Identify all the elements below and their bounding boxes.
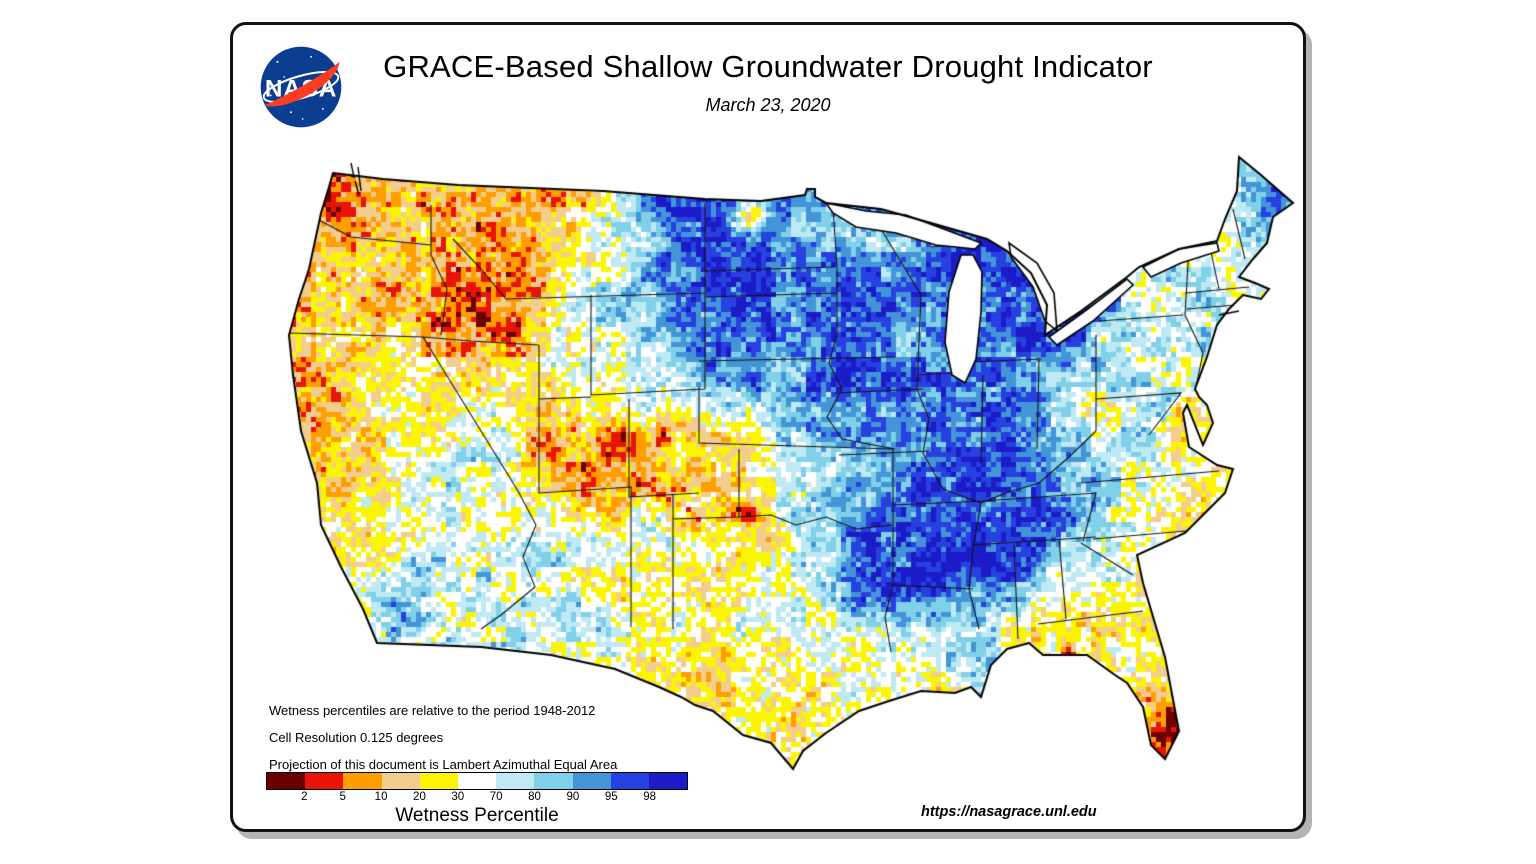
legend-tick-90: 90 [566,791,580,803]
legend-color-3 [381,773,420,789]
legend-color-4 [419,773,458,789]
page-title: GRACE-Based Shallow Groundwater Drought … [383,49,1153,84]
nasa-logo-orbit [262,71,340,103]
us-groundwater-map [281,147,1301,792]
note-resolution: Cell Resolution 0.125 degrees [269,730,444,745]
note-period: Wetness percentiles are relative to the … [269,703,596,718]
wetness-legend: 2 5 10 20 30 70 80 90 95 98 Wetness Percentile [266,772,688,827]
legend-tick-5: 5 [339,791,346,803]
legend-tick-98: 98 [643,791,657,803]
legend-color-9 [610,773,649,789]
nasa-logo: NASA [259,45,343,129]
legend-tick-95: 95 [604,791,618,803]
note-projection: Projection of this document is Lambert A… [269,757,618,772]
legend-color-1 [305,773,344,789]
legend-tick-2: 2 [301,791,308,803]
date-subtitle: March 23, 2020 [705,95,831,115]
legend-color-6 [496,773,535,789]
legend-tick-10: 10 [374,791,388,803]
legend-color-8 [572,773,611,789]
legend-tick-20: 20 [413,791,426,803]
map-notes: Wetness percentiles are relative to the … [269,697,617,778]
legend-color-2 [343,773,382,789]
legend-tick-30: 30 [451,791,465,803]
legend-color-10 [648,773,688,789]
nasa-logo-swoosh [264,61,340,107]
source-url: https://nasagrace.unl.edu [921,804,1097,820]
legend-color-7 [534,773,573,789]
legend-color-bar [266,772,688,790]
legend-title: Wetness Percentile [395,805,559,826]
legend-color-0 [267,773,306,789]
legend-color-5 [457,773,497,789]
poster-card: NASA GRACE-Based Shallow Groundwater Dro… [230,22,1306,832]
legend-tick-70: 70 [489,791,503,803]
legend-ticks: 2 5 10 20 30 70 80 90 95 98 [266,790,688,805]
legend-tick-80: 80 [528,791,541,803]
